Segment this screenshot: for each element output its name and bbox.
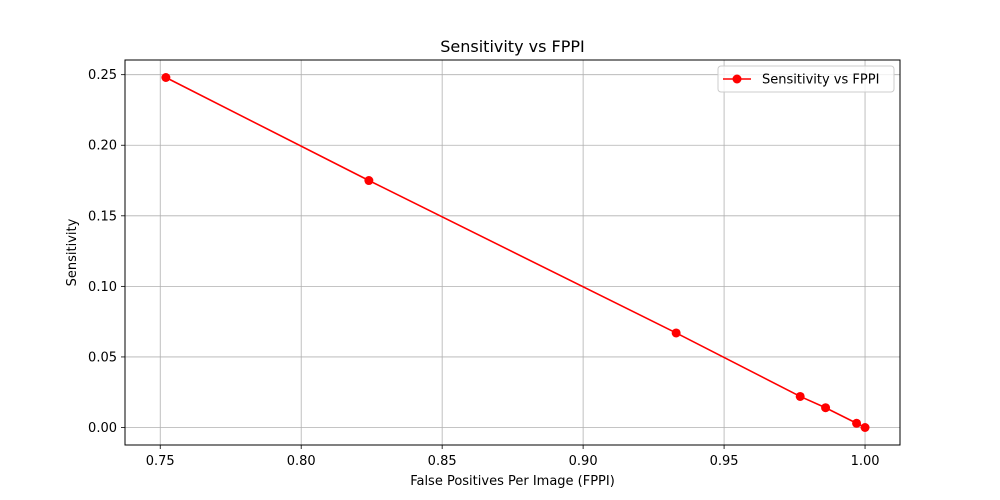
- y-tick-label: 0.25: [88, 68, 117, 83]
- y-ticks: 0.00 0.05 0.10 0.15 0.20 0.25: [88, 68, 125, 436]
- x-tick-label: 0.95: [710, 454, 739, 469]
- plot-frame: [124, 59, 901, 446]
- series-layer: [161, 73, 870, 432]
- x-tick-label: 0.90: [569, 454, 598, 469]
- x-tick-label: 0.75: [146, 454, 175, 469]
- x-tick-label: 0.85: [428, 454, 457, 469]
- legend-label: Sensitivity vs FPPI: [762, 73, 879, 88]
- y-tick-label: 0.20: [88, 139, 117, 154]
- y-tick-label: 0.10: [88, 280, 117, 295]
- y-axis-label: Sensitivity: [65, 218, 80, 286]
- x-tick-label: 1.00: [851, 454, 880, 469]
- legend: Sensitivity vs FPPI: [717, 65, 895, 93]
- legend-marker-swatch: [732, 74, 742, 84]
- x-tick-label: 0.80: [287, 454, 316, 469]
- data-point: [821, 403, 831, 413]
- legend-box: [717, 65, 895, 93]
- data-point: [795, 391, 805, 401]
- data-point: [671, 328, 681, 338]
- chart-title: Sensitivity vs FPPI: [440, 37, 585, 56]
- data-point: [852, 418, 862, 428]
- x-ticks: 0.75 0.80 0.85 0.90 0.95 1.00: [146, 445, 880, 469]
- data-point: [161, 73, 171, 82]
- x-axis-label: False Positives Per Image (FPPI): [410, 474, 615, 489]
- y-tick-label: 0.00: [88, 421, 117, 436]
- data-point: [860, 423, 870, 432]
- y-tick-label: 0.05: [88, 350, 117, 365]
- y-tick-label: 0.15: [88, 209, 117, 224]
- data-point: [364, 176, 374, 186]
- grid: [125, 60, 900, 445]
